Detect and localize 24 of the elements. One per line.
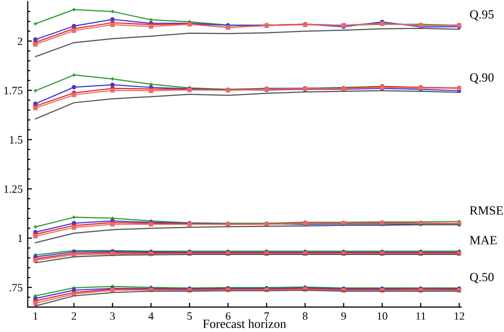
x-tick-label: 9 <box>341 312 346 320</box>
text: MAE <box>470 236 497 244</box>
x-tick-label: 4 <box>148 312 154 320</box>
x-tick-label: 6 <box>226 312 231 320</box>
text: Q.90 <box>470 73 494 84</box>
x-tick-label: 8 <box>302 312 308 320</box>
text: Q.50 <box>470 272 494 284</box>
y-tick-label: 1.75 <box>4 86 22 94</box>
y-tick-label: .75 <box>10 284 22 292</box>
x-tick-label: 3 <box>110 312 115 320</box>
text: Q.95 <box>470 10 494 21</box>
text: RMSE <box>470 206 503 215</box>
x-tick-label: 7 <box>264 312 270 320</box>
y-tick-label: 2 <box>18 38 22 45</box>
x-tick-label: 1 <box>34 312 38 320</box>
y-tick-label: 1.5 <box>10 136 22 144</box>
x-tick-label: 5 <box>187 312 192 320</box>
x-axis-title: Forecast horizon <box>202 319 286 328</box>
x-tick-label: 2 <box>72 312 76 320</box>
x-tick-label: 11 <box>416 312 426 320</box>
x-tick-label: 12 <box>454 312 464 320</box>
x-tick-label: 10 <box>378 312 388 320</box>
y-tick-label: 1 <box>18 234 22 242</box>
y-tick-label: 1.25 <box>4 185 22 193</box>
